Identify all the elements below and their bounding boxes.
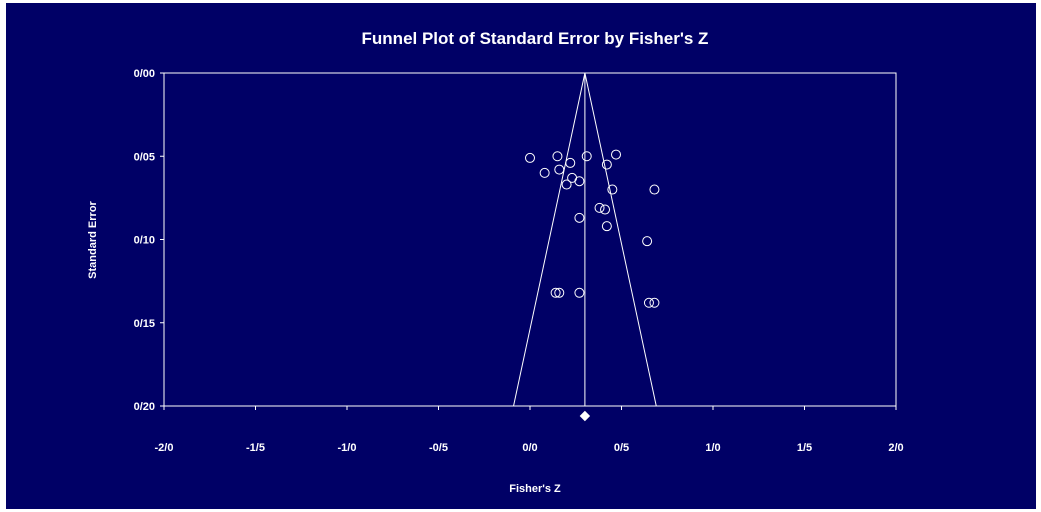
study-point — [607, 184, 618, 195]
study-point — [525, 152, 535, 163]
x-axis-ticks: -2/0 -1/5 -1/0 -0/5 0/0 0/5 1/0 1/5 2/0 — [155, 406, 904, 454]
study-point — [649, 184, 660, 195]
funnel-plot: Funnel Plot of Standard Error by Fisher'… — [87, 29, 904, 495]
y-axis-label: Standard Error — [87, 200, 99, 278]
study-point — [581, 151, 592, 162]
x-tick-label: 2/0 — [888, 442, 903, 454]
study-point — [554, 164, 565, 175]
study-point — [611, 149, 622, 160]
study-point — [554, 287, 565, 298]
study-point — [601, 221, 612, 232]
summary-diamond — [579, 410, 591, 422]
study-point — [550, 287, 561, 298]
x-tick-label: -1/5 — [246, 442, 265, 454]
chart-frame: Funnel Plot of Standard Error by Fisher'… — [6, 3, 1036, 509]
y-axis-ticks: 0/00 0/05 0/10 0/15 0/20 — [134, 68, 164, 413]
study-point — [642, 236, 653, 247]
study-point — [594, 202, 605, 213]
study-point — [574, 287, 585, 298]
x-tick-label: -1/0 — [338, 442, 357, 454]
study-point — [649, 297, 660, 308]
chart-title: Funnel Plot of Standard Error by Fisher'… — [362, 29, 709, 48]
study-point — [600, 204, 611, 215]
plot-area — [163, 72, 897, 407]
x-tick-label: 1/0 — [705, 442, 720, 454]
y-tick-label: 0/00 — [134, 68, 155, 80]
funnel-right-line — [584, 72, 657, 407]
study-point — [539, 167, 550, 178]
y-tick-label: 0/10 — [134, 235, 155, 247]
x-axis-label: Fisher's Z — [509, 483, 561, 495]
study-point — [552, 151, 563, 162]
study-point — [574, 176, 585, 187]
x-tick-label: -2/0 — [155, 442, 174, 454]
x-tick-label: 0/0 — [522, 442, 537, 454]
study-point — [561, 179, 572, 190]
x-tick-label: 0/5 — [614, 442, 629, 454]
study-point — [643, 297, 654, 308]
x-tick-label: 1/5 — [797, 442, 812, 454]
study-point — [574, 212, 585, 223]
x-tick-label: -0/5 — [429, 442, 448, 454]
data-points — [525, 149, 660, 422]
y-tick-label: 0/05 — [134, 151, 155, 163]
funnel-lines — [513, 72, 657, 407]
study-point — [565, 157, 576, 168]
y-tick-label: 0/20 — [134, 401, 155, 413]
funnel-left-line — [513, 72, 586, 407]
study-point — [601, 159, 612, 170]
y-tick-label: 0/15 — [134, 318, 155, 330]
